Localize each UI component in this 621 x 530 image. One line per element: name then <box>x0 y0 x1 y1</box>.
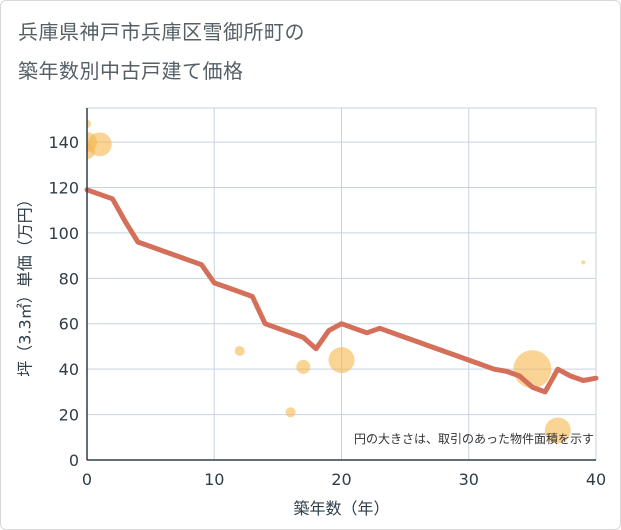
trend-line-layer <box>84 187 599 395</box>
grid <box>86 107 597 461</box>
y-tick-label: 100 <box>48 224 79 243</box>
y-tick-label: 20 <box>59 406 79 425</box>
x-tick-label: 0 <box>82 470 92 489</box>
x-tick-label: 30 <box>459 470 479 489</box>
x-tick-label: 20 <box>331 470 351 489</box>
bubble-point <box>544 417 571 444</box>
chart-title-line-2: 築年数別中古戸建て価格 <box>18 59 244 83</box>
trend-line <box>84 187 599 395</box>
bubble-layer <box>87 119 586 444</box>
y-tick-label: 40 <box>59 360 79 379</box>
y-tick-label: 60 <box>59 315 79 334</box>
y-axis-label: 坪（3.3㎡）単価（万円） <box>16 191 35 376</box>
x-tick-label: 40 <box>586 470 606 489</box>
bubble-point <box>328 347 355 374</box>
bubble-point <box>296 359 311 374</box>
y-tick-label: 0 <box>69 451 79 470</box>
bubble-point <box>513 350 552 389</box>
y-tick-label: 80 <box>59 269 79 288</box>
y-tick-label: 120 <box>48 178 79 197</box>
y-tick-label: 140 <box>48 133 79 152</box>
bubble-point <box>285 407 296 418</box>
x-tick-label: 10 <box>204 470 224 489</box>
bubble-size-note: 円の大きさは、取引のあった物件面積を示す <box>354 431 594 446</box>
x-axis-label: 築年数（年） <box>293 499 389 518</box>
bubble-point <box>87 132 112 157</box>
axes: 0 20 40 60 80 100 120 140 0 10 20 30 40 <box>48 108 606 489</box>
bubble-point <box>234 345 245 356</box>
bubble-point <box>87 119 91 128</box>
chart-title-line-1: 兵庫県神戸市兵庫区雪御所町の <box>18 20 305 44</box>
bubble-point <box>581 260 586 265</box>
